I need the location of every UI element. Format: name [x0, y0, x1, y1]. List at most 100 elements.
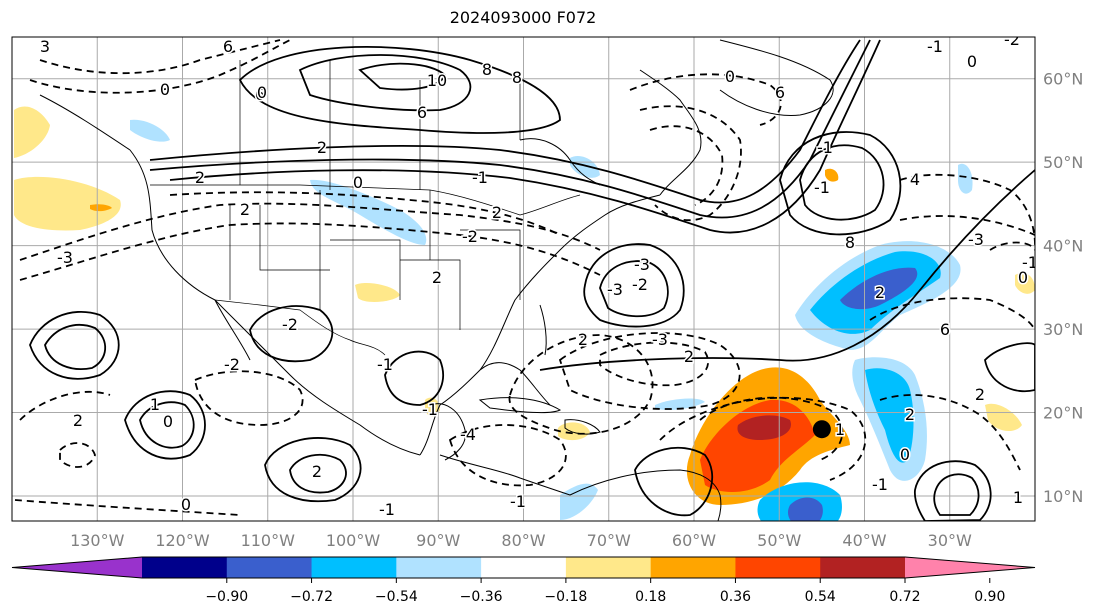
contour-solid-atl-low — [583, 243, 685, 328]
graticule — [12, 37, 1035, 521]
contour-label: 2 — [975, 385, 985, 404]
shade-positive-ne-small — [825, 168, 839, 182]
latitude-tick-label: 60°N — [1043, 70, 1083, 89]
contour-dashed-pacific-1 — [19, 391, 111, 421]
contour-label: 0 — [353, 173, 363, 192]
shade-negative-atlantic-ne-deep — [840, 267, 918, 310]
contour-label: -1 — [377, 355, 393, 374]
contour-dashed-atl-ring-3 — [599, 341, 710, 387]
contour-solid-pacific-3 — [124, 390, 206, 460]
contour-label: 2 — [492, 203, 502, 222]
contour-solid-jet-2 — [149, 39, 871, 219]
contour-label: -4 — [460, 425, 476, 444]
contour-solid-ne-high-2 — [799, 144, 885, 221]
storm-center-marker — [812, 420, 831, 439]
contour-dashed-pacific-3 — [14, 499, 241, 516]
colorbar-segment — [565, 557, 652, 578]
contour-label: 0 — [160, 80, 170, 99]
colorbar-segment — [142, 557, 228, 578]
contour-label: 0 — [163, 412, 173, 431]
contour-label: 1 — [1013, 488, 1023, 507]
contour-label: 2 — [73, 411, 83, 430]
longitude-tick-label: 30°W — [928, 531, 972, 550]
contour-dashed-epac-1 — [193, 370, 304, 426]
contour-label: -3 — [634, 255, 650, 274]
contour-label: -1 — [814, 178, 830, 197]
contour-label: 2 — [312, 462, 322, 481]
contour-solid-epac — [264, 437, 362, 503]
contour-dashed-atl-ring-1 — [508, 334, 654, 435]
shade-max-positive — [737, 415, 791, 440]
contour-dashed-east-2 — [899, 215, 1035, 236]
latitude-tick-label: 20°N — [1043, 404, 1083, 423]
contour-label: 10 — [427, 71, 447, 90]
longitude-tick-label: 70°W — [587, 531, 631, 550]
coastline-hispaniola — [564, 419, 601, 435]
border-states-1 — [229, 190, 521, 330]
contour-label: 2 — [578, 330, 588, 349]
map-frame — [11, 36, 1036, 522]
colorbar-tick-label: 0.36 — [720, 589, 751, 605]
contour-solid-canada-high-1 — [238, 46, 561, 134]
colorbar-outline — [11, 556, 1036, 579]
shade-positive-pacific — [14, 176, 121, 231]
contour-dashed-atl-ring-2 — [558, 332, 741, 410]
coastline-layer — [39, 39, 834, 521]
contour-dashed-east-1 — [899, 173, 1035, 246]
contour-label: 2 — [195, 168, 205, 187]
contour-solid-east-low-2 — [933, 473, 980, 516]
contour-solid-pacific-4 — [139, 401, 195, 449]
longitude-tick-label: 80°W — [501, 531, 545, 550]
contour-label: 2 — [432, 268, 442, 287]
coastline-baja — [214, 299, 251, 361]
longitude-tick-label: 90°W — [416, 531, 460, 550]
contour-solid-atl-low-2 — [599, 260, 669, 318]
contour-label: -2 — [462, 227, 478, 246]
coastline-us-east — [479, 194, 661, 371]
contour-label: -1 — [510, 492, 526, 511]
contour-label: 0 — [967, 52, 977, 71]
latitude-tick-label: 50°N — [1043, 153, 1083, 172]
contour-dashed-storm-2 — [659, 396, 867, 481]
colorbar-segment — [820, 557, 906, 578]
colorbar-extend-low — [12, 557, 142, 578]
contour-dashed-canada-trough — [639, 105, 742, 222]
contour-dashed-canada-trough-2 — [649, 125, 724, 206]
contour-dashed-us-2 — [19, 222, 601, 281]
contour-dashed-east-3 — [869, 297, 1035, 331]
contour-solid-gulf — [384, 350, 444, 406]
colorbar-extend-high — [905, 557, 1035, 578]
colorbar-segment — [396, 557, 482, 578]
contour-label: 8 — [512, 68, 522, 87]
border-layer — [150, 60, 581, 356]
contour-solid-atlantic-band — [539, 169, 1035, 371]
colorbar-tick-label: 0.18 — [635, 589, 666, 605]
coastline-south-america — [569, 469, 722, 521]
coastline-hudson — [519, 138, 601, 186]
shade-negative-east-small — [958, 163, 973, 194]
colorbar-tick-label: −0.54 — [375, 589, 418, 605]
contour-label: -1 — [872, 475, 888, 494]
shade-negative-us — [310, 179, 427, 245]
contour-label: -1 — [927, 37, 943, 56]
contour-label: 0 — [725, 67, 735, 86]
colorbar-segment — [650, 557, 736, 578]
contour-solid-central-low — [634, 446, 714, 517]
longitude-tick-label: 120°W — [155, 531, 210, 550]
contour-label: 0 — [257, 83, 267, 102]
longitude-tick-label: 110°W — [241, 531, 296, 550]
coastline-cuba — [478, 397, 562, 414]
contour-label: 3 — [40, 37, 50, 56]
contour-dashed-east-far — [989, 241, 1035, 251]
contour-solid-epac-2 — [289, 453, 347, 494]
longitude-tick-label: 60°W — [672, 531, 716, 550]
contour-dashed-north-1 — [39, 39, 281, 75]
contour-label: -2 — [282, 315, 298, 334]
contour-label: 8 — [845, 233, 855, 252]
longitude-tick-label: 100°W — [326, 531, 381, 550]
coastline-yucatan — [429, 403, 466, 461]
contour-dashed-carib — [448, 424, 567, 487]
contour-label: 4 — [910, 170, 920, 189]
